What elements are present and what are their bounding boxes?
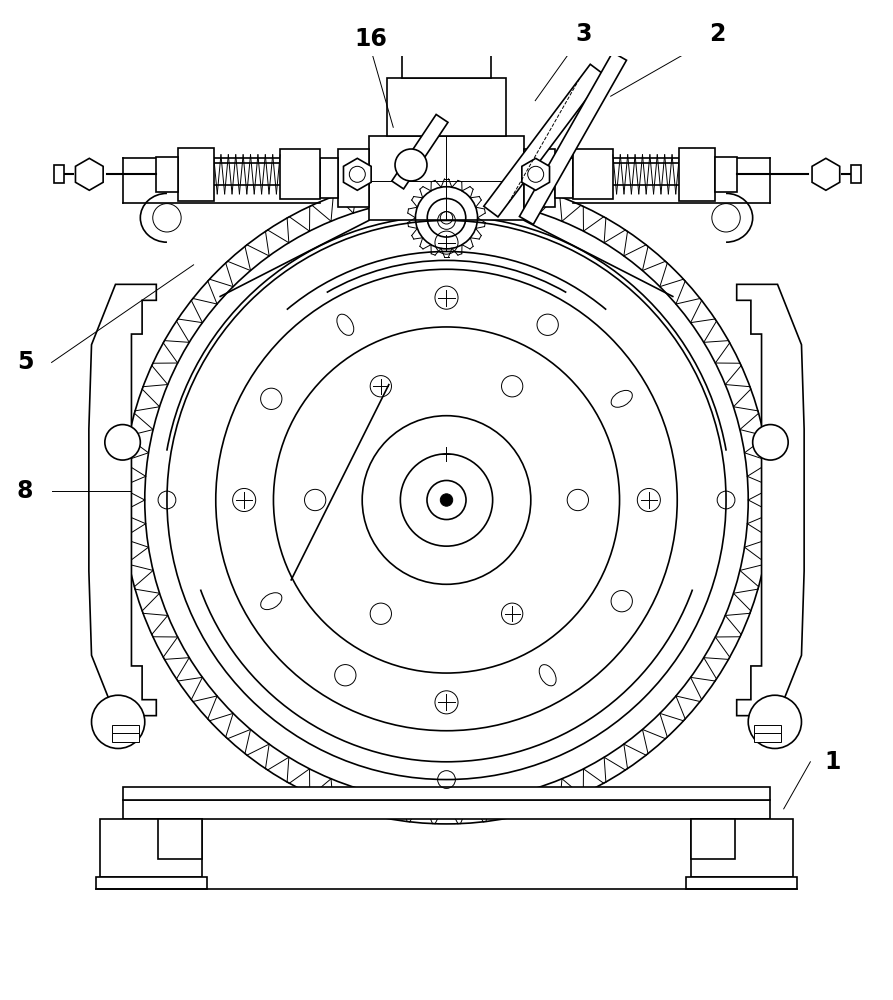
Bar: [122, 800, 771, 819]
Polygon shape: [344, 158, 371, 190]
Bar: [369, 136, 524, 220]
Bar: [690, 819, 793, 877]
Bar: [122, 787, 771, 800]
Bar: [280, 149, 320, 199]
Text: 1: 1: [824, 750, 840, 774]
Bar: [690, 819, 735, 859]
Text: 2: 2: [709, 22, 725, 46]
Polygon shape: [392, 114, 448, 189]
Polygon shape: [484, 64, 605, 217]
Circle shape: [104, 425, 140, 460]
Circle shape: [753, 425, 789, 460]
Bar: [686, 877, 797, 889]
Bar: [320, 158, 338, 198]
Bar: [100, 819, 203, 877]
Bar: [402, 43, 491, 78]
Bar: [112, 725, 138, 733]
Bar: [158, 819, 203, 859]
Bar: [755, 733, 781, 742]
Polygon shape: [89, 284, 156, 716]
Bar: [387, 78, 506, 136]
Bar: [680, 148, 715, 201]
Bar: [96, 877, 207, 889]
Bar: [755, 725, 781, 733]
Bar: [524, 149, 555, 207]
Bar: [573, 149, 613, 199]
Text: 8: 8: [17, 479, 33, 503]
Circle shape: [395, 149, 427, 181]
Bar: [851, 165, 862, 183]
Polygon shape: [737, 284, 804, 716]
Circle shape: [91, 695, 145, 748]
Text: 3: 3: [576, 22, 592, 46]
Polygon shape: [76, 158, 103, 190]
Polygon shape: [522, 158, 549, 190]
Bar: [54, 165, 64, 183]
Polygon shape: [812, 158, 839, 190]
Bar: [338, 149, 369, 207]
Bar: [555, 158, 573, 198]
Bar: [178, 148, 213, 201]
Polygon shape: [520, 52, 627, 224]
Bar: [112, 733, 138, 742]
Bar: [715, 157, 737, 192]
Bar: [156, 157, 178, 192]
Text: 5: 5: [17, 350, 33, 374]
Circle shape: [440, 494, 453, 506]
Text: 16: 16: [355, 27, 388, 51]
Circle shape: [748, 695, 802, 748]
